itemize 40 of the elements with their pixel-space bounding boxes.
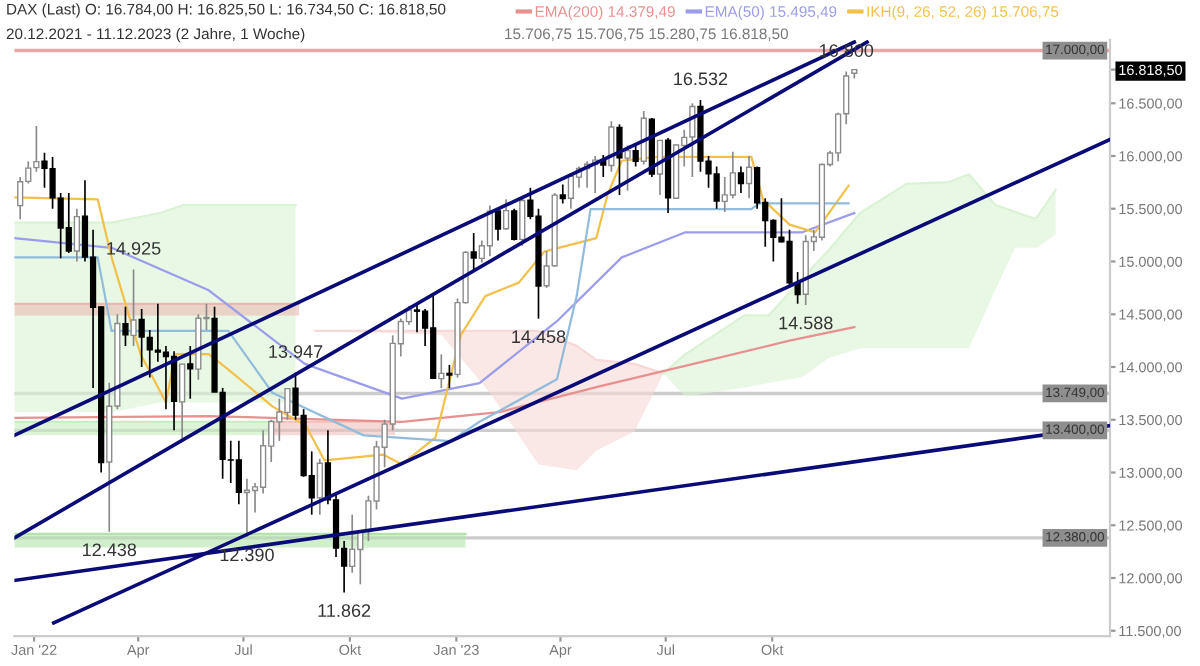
candlestick <box>729 150 736 200</box>
candlestick <box>624 144 631 192</box>
annotation: 14.458 <box>512 330 566 344</box>
candlestick <box>511 207 518 242</box>
candlestick <box>65 192 72 254</box>
annotation: 14.588 <box>779 316 833 330</box>
candlestick <box>567 175 575 210</box>
candlestick <box>446 364 453 389</box>
candlestick <box>519 197 526 247</box>
candlestick <box>349 513 356 574</box>
candlestick <box>745 155 753 200</box>
candlestick <box>713 165 720 210</box>
candlestick <box>470 232 477 273</box>
candlestick <box>559 183 566 205</box>
candlestick <box>494 207 502 242</box>
annotation: 12.390 <box>220 548 274 562</box>
candlestick <box>122 306 129 347</box>
annotation: 13.947 <box>269 345 323 358</box>
candlestick <box>187 345 194 400</box>
candlestick <box>260 429 267 495</box>
candlestick <box>73 207 80 263</box>
candlestick <box>316 457 323 516</box>
annotation: 11.862 <box>318 604 371 617</box>
candlestick <box>632 144 639 168</box>
candlestick <box>154 302 161 363</box>
annotation: 16.532 <box>674 72 728 86</box>
candlestick <box>721 176 728 213</box>
candlestick <box>786 229 793 289</box>
annotation: 12.438 <box>83 543 137 557</box>
candlestick <box>502 198 510 231</box>
line-series <box>14 211 856 400</box>
candlestick <box>616 123 623 196</box>
candlestick <box>138 308 145 368</box>
candlestick <box>413 302 421 334</box>
candlestick <box>438 353 445 389</box>
candlestick <box>737 165 745 194</box>
candlestick <box>130 268 137 347</box>
candlestick <box>179 363 186 442</box>
candlestick <box>284 387 291 421</box>
candlestick <box>235 440 242 505</box>
